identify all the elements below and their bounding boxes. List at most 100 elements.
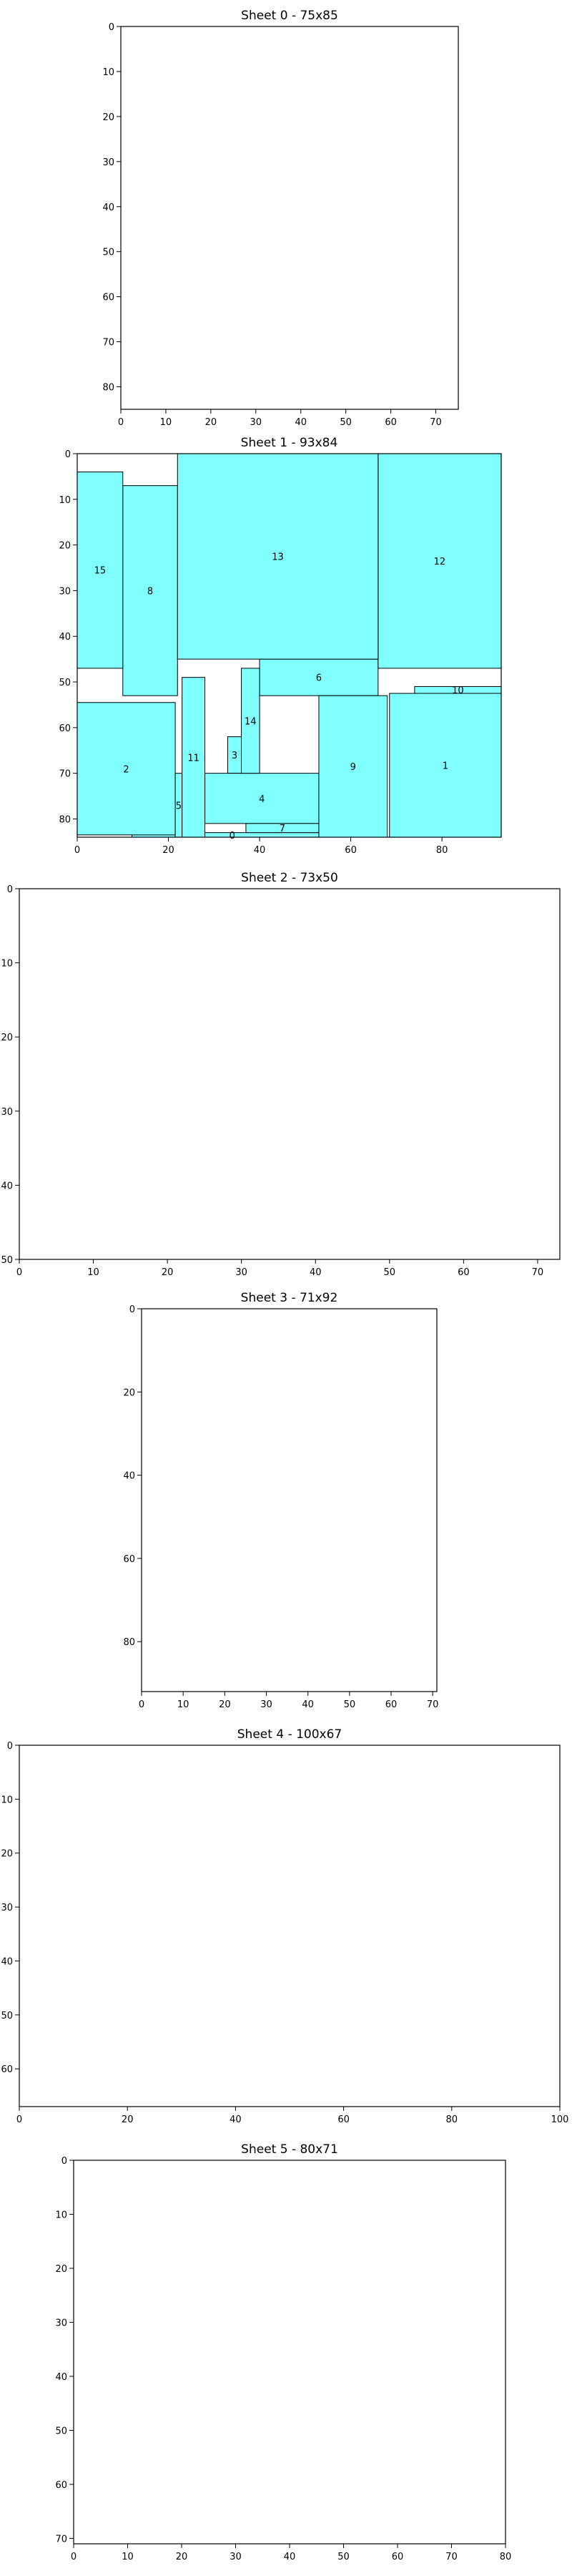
y-tick-label: 0 [7, 1741, 13, 1752]
piece-label: 7 [280, 824, 285, 834]
x-tick-label: 40 [310, 1267, 322, 1278]
y-tick-label: 60 [1, 2064, 13, 2075]
y-tick-label: 20 [123, 1387, 135, 1398]
sheet-panel-2: Sheet 2 - 73x50 0 10 20 30 40 50 60 70 0 10 20 30 40 5… [1, 871, 561, 1278]
y-tick-label: 10 [1, 959, 13, 970]
y-tick-label: 60 [123, 1554, 135, 1565]
x-tick-label: 50 [384, 1267, 396, 1278]
x-tick-label: 20 [162, 1267, 174, 1278]
x-tick-label: 30 [250, 417, 262, 428]
x-tick-label: 80 [446, 2114, 458, 2125]
y-tick-label: 40 [59, 632, 71, 643]
y-tick-label: 50 [55, 2426, 67, 2436]
x-tick-label: 10 [87, 1267, 99, 1278]
x-tick-label: 60 [337, 2114, 350, 2125]
y-tick-label: 10 [1, 1795, 13, 1805]
piece-rect [259, 658, 379, 696]
x-tick-label: 0 [16, 1267, 22, 1278]
y-tick-label: 40 [55, 2372, 67, 2383]
y-tick-label: 30 [59, 586, 71, 597]
x-tick-label: 20 [162, 845, 174, 856]
y-tick-label: 60 [102, 293, 114, 303]
x-tick-label: 60 [458, 1267, 470, 1278]
y-tick-label: 20 [55, 2264, 67, 2275]
piece-label: 3 [232, 751, 237, 761]
y-tick-label: 30 [102, 157, 114, 168]
y-tick-label: 20 [102, 112, 114, 123]
x-tick-label: 60 [345, 845, 357, 856]
piece-rect [318, 695, 388, 838]
y-tick-label: 10 [102, 67, 114, 78]
piece-label: 6 [316, 673, 322, 684]
piece-label: 11 [187, 753, 199, 763]
piece-rect [77, 702, 176, 836]
y-tick-label: 20 [1, 1849, 13, 1860]
x-tick-label: 10 [122, 2552, 134, 2562]
y-tick-label: 10 [55, 2210, 67, 2220]
x-tick-label: 20 [122, 2114, 134, 2125]
x-tick-label: 10 [177, 1699, 189, 1710]
sheet-title: Sheet 4 - 100x67 [237, 1727, 342, 1742]
y-tick-label: 40 [102, 203, 114, 213]
y-tick-label: 70 [55, 2534, 67, 2545]
sheet-panel-5: Sheet 5 - 80x71 0 10 20 30 40 50 60 70 80 0 10 20 30 4… [55, 2142, 511, 2562]
x-tick-label: 20 [219, 1699, 231, 1710]
sheet-title: Sheet 1 - 93x84 [241, 436, 338, 450]
x-tick-label: 0 [74, 845, 80, 856]
x-tick-label: 0 [139, 1699, 144, 1710]
piece-label: 1 [443, 761, 448, 772]
x-tick-label: 70 [445, 2552, 458, 2562]
x-tick-label: 80 [500, 2552, 512, 2562]
x-tick-label: 70 [427, 1699, 439, 1710]
y-tick-label: 10 [59, 495, 71, 506]
sheet-panel-3: Sheet 3 - 71x92 0 10 20 30 40 50 60 70 0 20 40 60 80 [123, 1291, 438, 1710]
y-tick-label: 40 [123, 1471, 135, 1482]
y-tick-label: 80 [59, 814, 71, 825]
x-tick-label: 50 [344, 1699, 356, 1710]
x-tick-label: 0 [118, 417, 124, 428]
piece-label: 10 [452, 686, 464, 696]
sheet-panel-4: Sheet 4 - 100x67 0 20 40 60 80 100 0 10 20 30 40 50 6… [1, 1727, 568, 2125]
y-tick-label: 0 [129, 1304, 135, 1315]
piece-rect [177, 453, 379, 660]
piece-label: 9 [350, 762, 356, 773]
x-tick-label: 0 [71, 2552, 77, 2562]
sheet-frame [77, 453, 502, 838]
x-tick-label: 40 [295, 417, 307, 428]
x-tick-label: 30 [235, 1267, 247, 1278]
y-tick-label: 50 [1, 1255, 13, 1266]
piece-label: 4 [259, 794, 265, 805]
y-tick-label: 70 [59, 769, 71, 780]
piece-rect [378, 453, 502, 669]
y-tick-label: 20 [59, 541, 71, 552]
y-tick-label: 0 [109, 22, 114, 33]
piece-label: 5 [176, 801, 182, 811]
piece-label: 15 [94, 566, 107, 577]
x-tick-label: 60 [385, 1699, 398, 1710]
piece-label: 13 [272, 552, 284, 563]
sheet-frame [141, 1308, 438, 1692]
sheet-frame [19, 1745, 561, 2107]
y-tick-label: 60 [55, 2480, 67, 2491]
y-tick-label: 0 [61, 2156, 67, 2167]
x-tick-label: 40 [284, 2552, 296, 2562]
sheet-frame [19, 888, 561, 1260]
piece-label: 12 [434, 557, 446, 567]
y-tick-label: 40 [1, 1956, 13, 1967]
x-tick-label: 10 [160, 417, 172, 428]
x-tick-label: 50 [340, 417, 352, 428]
sheet-frame [73, 2160, 506, 2545]
x-tick-label: 30 [230, 2552, 242, 2562]
x-tick-label: 20 [205, 417, 217, 428]
sheet-title: Sheet 2 - 73x50 [241, 871, 338, 885]
x-tick-label: 40 [254, 845, 266, 856]
x-tick-label: 70 [430, 417, 442, 428]
x-tick-label: 0 [16, 2114, 22, 2125]
y-tick-label: 30 [1, 1903, 13, 1913]
piece-rect [241, 668, 260, 774]
x-tick-label: 30 [260, 1699, 272, 1710]
piece-label: 8 [147, 586, 153, 597]
x-tick-label: 20 [176, 2552, 188, 2562]
